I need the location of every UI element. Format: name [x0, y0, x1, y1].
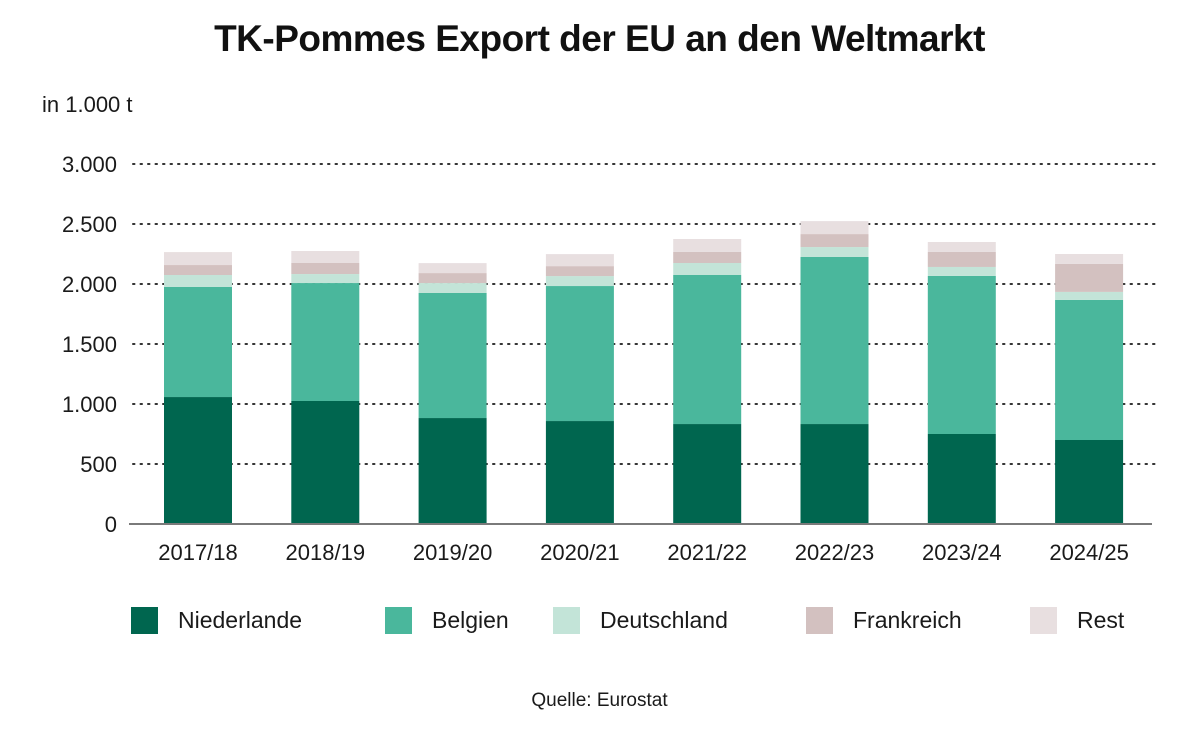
y-tick-label: 2.000 — [62, 272, 117, 297]
bar-segment-rest — [1055, 254, 1124, 264]
bars — [164, 221, 1124, 524]
y-tick-label: 500 — [80, 452, 117, 477]
bar-segment-frankreich — [291, 263, 360, 275]
bar-segment-rest — [418, 263, 487, 274]
legend: Niederlande Belgien Deutschland Frankreich R… — [0, 602, 1199, 638]
y-tick-label: 2.500 — [62, 212, 117, 237]
bar-segment-rest — [291, 251, 360, 263]
legend-label: Frankreich — [853, 606, 962, 633]
bar-segment-frankreich — [673, 251, 742, 263]
y-tick-label: 1.000 — [62, 392, 117, 417]
x-tick-label: 2019/20 — [413, 540, 493, 565]
chart-title: TK-Pommes Export der EU an den Weltmarkt — [214, 18, 985, 59]
bar-segment-deutschland — [291, 274, 360, 284]
source-note: Quelle: Eurostat — [531, 690, 668, 711]
bar-segment-frankreich — [418, 273, 487, 284]
bar-segment-niederlande — [418, 418, 487, 524]
legend-label: Deutschland — [600, 606, 728, 633]
x-tick-label: 2018/19 — [286, 540, 366, 565]
legend-swatch — [1030, 606, 1057, 634]
bar-segment-deutschland — [673, 263, 742, 275]
bar-segment-frankreich — [164, 265, 232, 275]
bar-segment-rest — [927, 242, 996, 252]
bar-segment-frankreich — [1055, 263, 1124, 292]
bar-stack — [291, 251, 360, 524]
bar-segment-deutschland — [418, 283, 487, 293]
x-tick-label: 2021/22 — [667, 540, 747, 565]
bar-segment-frankreich — [927, 251, 996, 267]
bar-stack — [418, 263, 487, 524]
legend-label: Belgien — [432, 606, 509, 633]
x-tick-label: 2017/18 — [158, 540, 238, 565]
bar-segment-belgien — [1055, 299, 1124, 440]
legend-item-deutschland: Deutschland — [553, 602, 728, 638]
y-axis-unit-label: in 1.000 t — [42, 92, 133, 117]
bar-segment-belgien — [164, 287, 232, 398]
bar-segment-rest — [545, 254, 614, 267]
bar-segment-rest — [673, 239, 742, 252]
x-tick-label: 2022/23 — [795, 540, 875, 565]
bar-segment-deutschland — [800, 247, 869, 257]
bar-segment-frankreich — [800, 234, 869, 248]
y-axis-ticks: 0 500 1.000 1.500 2.000 2.500 3.000 — [62, 152, 117, 537]
bar-segment-belgien — [927, 275, 996, 434]
bar-segment-deutschland — [545, 276, 614, 287]
bar-segment-niederlande — [927, 434, 996, 524]
legend-swatch — [806, 606, 833, 634]
legend-swatch — [385, 606, 412, 634]
legend-label: Rest — [1077, 606, 1125, 633]
bar-segment-belgien — [418, 293, 487, 419]
bar-segment-belgien — [673, 275, 742, 425]
bar-stack — [545, 254, 614, 524]
y-tick-label: 0 — [105, 512, 117, 537]
bar-segment-rest — [164, 252, 232, 266]
gridlines — [132, 163, 1156, 465]
bar-stack — [927, 242, 996, 524]
bar-segment-niederlande — [545, 421, 614, 524]
bar-segment-niederlande — [800, 424, 869, 524]
legend-swatch — [131, 606, 158, 634]
bar-segment-deutschland — [1055, 291, 1124, 300]
bar-segment-belgien — [800, 257, 869, 425]
bar-stack — [673, 239, 742, 524]
bar-segment-belgien — [291, 283, 360, 401]
bar-segment-rest — [800, 221, 869, 235]
legend-label: Niederlande — [178, 606, 303, 633]
bar-segment-niederlande — [291, 401, 360, 524]
bar-stack — [1055, 254, 1124, 524]
bar-segment-niederlande — [1055, 440, 1124, 524]
bar-segment-deutschland — [164, 275, 232, 287]
legend-swatch — [553, 606, 580, 634]
bar-segment-niederlande — [673, 424, 742, 524]
legend-item-frankreich: Frankreich — [806, 602, 962, 638]
bar-segment-belgien — [545, 286, 614, 422]
x-axis-ticks: 2017/18 2018/19 2019/20 2020/21 2021/22 2022/… — [158, 540, 1129, 565]
x-tick-label: 2020/21 — [540, 540, 620, 565]
legend-item-niederlande: Niederlande — [131, 602, 302, 638]
legend-item-belgien: Belgien — [385, 602, 509, 638]
bar-segment-niederlande — [164, 397, 232, 524]
y-tick-label: 1.500 — [62, 332, 117, 357]
bar-stack — [800, 221, 869, 524]
bar-stack — [164, 252, 232, 524]
x-tick-label: 2023/24 — [922, 540, 1002, 565]
legend-item-rest: Rest — [1030, 602, 1124, 638]
bar-segment-frankreich — [545, 266, 614, 277]
bar-segment-deutschland — [927, 266, 996, 276]
x-tick-label: 2024/25 — [1049, 540, 1129, 565]
y-tick-label: 3.000 — [62, 152, 117, 177]
